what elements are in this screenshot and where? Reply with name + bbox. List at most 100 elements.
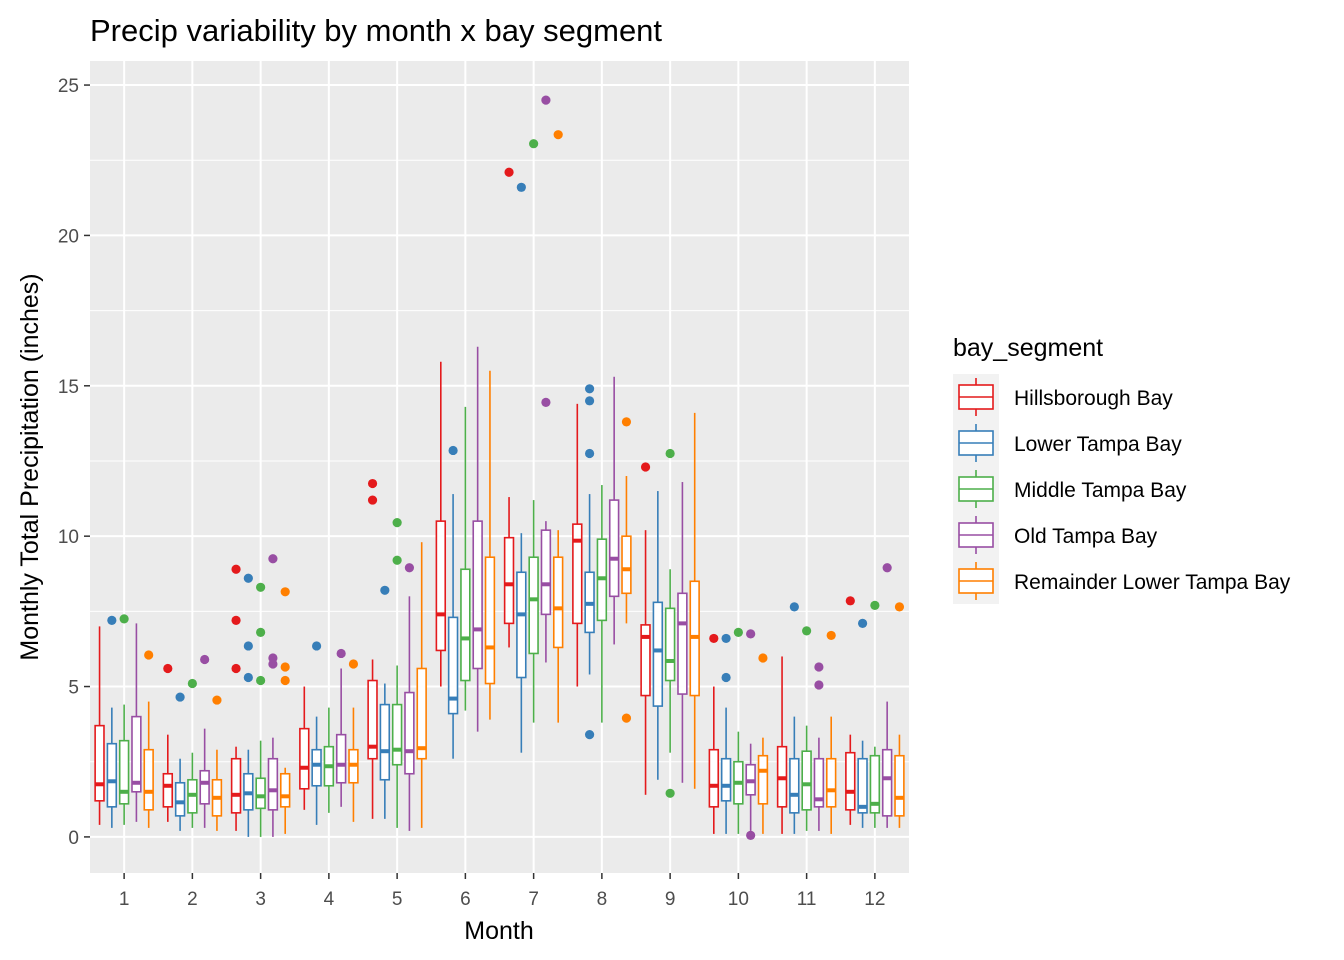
box [528, 556, 539, 655]
x-tick-label: 6 [460, 889, 471, 910]
legend-item-3: Old Tampa Bay [953, 512, 1158, 558]
box [552, 556, 564, 649]
box [652, 601, 664, 707]
box [869, 754, 881, 814]
y-tick-label: 25 [58, 76, 79, 97]
outlier-point [256, 582, 266, 592]
outlier-point [163, 663, 173, 674]
outlier-point [200, 654, 210, 665]
box [845, 751, 856, 811]
box [801, 750, 812, 811]
box [162, 772, 174, 808]
legend-title: bay_segment [953, 334, 1103, 362]
box [720, 757, 732, 802]
outlier-point [802, 626, 812, 636]
legend-item-2: Middle Tampa Bay [953, 466, 1187, 512]
x-tick-label: 8 [597, 889, 608, 910]
outlier-point [392, 518, 402, 528]
outlier-point [336, 648, 346, 659]
x-tick-label: 7 [528, 889, 539, 910]
outlier-point [243, 641, 253, 651]
outlier-point [721, 633, 731, 644]
box [391, 703, 403, 766]
box [118, 739, 130, 805]
box [255, 777, 266, 810]
x-tick-label: 3 [255, 889, 266, 910]
box [503, 536, 515, 625]
x-tick-label: 2 [187, 889, 198, 910]
series-2 [118, 139, 881, 837]
box [813, 757, 825, 808]
outlier-point [175, 692, 185, 702]
outlier-point [367, 478, 378, 489]
box [435, 520, 447, 652]
outlier-point [212, 695, 222, 705]
y-tick-label: 15 [58, 377, 79, 398]
outlier-point [187, 678, 197, 689]
outlier-point [882, 563, 892, 573]
y-tick-label: 10 [58, 527, 79, 548]
legend-item-1: Lower Tampa Bay [953, 420, 1182, 466]
box [416, 667, 427, 760]
x-tick-label: 12 [864, 889, 885, 910]
legend-label: Remainder Lower Tampa Bay [1014, 571, 1291, 594]
box [367, 679, 378, 760]
legend-item-4: Remainder Lower Tampa Bay [953, 558, 1291, 604]
legend-item-0: Hillsborough Bay [953, 374, 1173, 420]
outlier-point [814, 662, 824, 672]
outlier-point [231, 615, 241, 625]
outlier-point [268, 554, 278, 564]
y-axis: 0 5 10 15 20 25 [58, 76, 90, 849]
outlier-point [814, 680, 824, 690]
outlier-point [144, 650, 154, 660]
box [131, 715, 142, 793]
box [664, 607, 676, 682]
series-0 [94, 167, 856, 834]
box [640, 624, 651, 697]
outlier-point [584, 396, 595, 406]
y-tick-label: 0 [68, 828, 79, 849]
outlier-point [243, 573, 253, 583]
box [894, 754, 905, 817]
plot-panel [90, 61, 909, 873]
outlier-point [621, 417, 632, 427]
outlier-point [367, 495, 378, 505]
box [94, 724, 105, 802]
legend-label: Hillsborough Bay [1014, 387, 1173, 410]
outlier-point [553, 130, 563, 140]
box [230, 757, 242, 814]
outlier-point [311, 641, 322, 651]
outlier-point [280, 662, 290, 672]
outlier-point [541, 397, 551, 407]
box [516, 571, 527, 679]
outlier-point [541, 95, 551, 105]
box [608, 499, 620, 598]
outlier-point [243, 672, 253, 683]
outlier-point [504, 167, 514, 177]
outlier-point [870, 600, 880, 610]
outlier-point [746, 629, 756, 639]
x-tick-label: 9 [665, 889, 676, 910]
box [708, 748, 720, 808]
outlier-point [107, 615, 117, 625]
legend-label: Old Tampa Bay [1014, 525, 1158, 548]
box [299, 727, 310, 790]
box [472, 520, 483, 670]
x-tick-label: 11 [797, 889, 817, 910]
legend: bay_segment Hillsborough Bay Lower Tampa … [953, 334, 1291, 604]
box [677, 592, 688, 695]
box [199, 769, 210, 805]
outlier-point [584, 448, 595, 459]
box [335, 733, 347, 784]
y-tick-label: 20 [58, 226, 79, 247]
box [460, 568, 471, 682]
box [857, 757, 868, 814]
outlier-point [256, 627, 266, 638]
x-axis: 1 2 3 4 5 6 7 8 9 10 11 12 [119, 873, 885, 910]
box [106, 742, 118, 808]
chart-marks [94, 95, 905, 841]
box [267, 757, 279, 811]
y-axis-title: Monthly Total Precipitation (inches) [16, 273, 44, 660]
outlier-point [733, 627, 743, 638]
box [484, 556, 496, 685]
